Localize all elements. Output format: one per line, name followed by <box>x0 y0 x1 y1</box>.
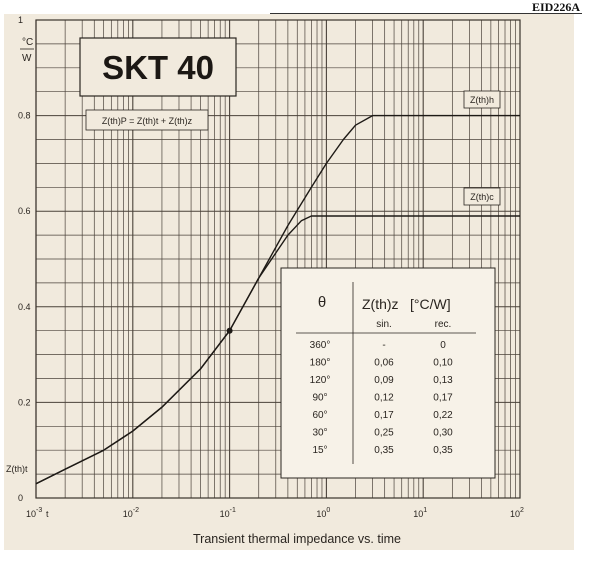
table-box <box>280 267 496 479</box>
x-tick-label: 102 <box>510 507 524 519</box>
y-tick-label: 0 <box>18 493 23 503</box>
y-tick-label: 0.8 <box>18 111 31 121</box>
table-cell-rec: 0,35 <box>433 445 453 456</box>
formula-text: Z(th)P = Z(th)t + Z(th)z <box>102 116 193 126</box>
table-cell-rec: 0,22 <box>433 410 453 421</box>
document-id: EID226A <box>531 0 580 14</box>
table-cell-sin: 0,12 <box>374 393 394 404</box>
x-tick-label: 101 <box>413 507 427 519</box>
table-cell-theta: 90° <box>312 393 327 404</box>
table-cell-sin: 0,25 <box>374 428 394 439</box>
header-rule <box>270 13 582 14</box>
table-cell-theta: 120° <box>310 375 331 386</box>
series-label-box-c <box>463 187 501 206</box>
formula-box <box>85 109 209 131</box>
curve-marker-point <box>226 327 233 334</box>
title-box <box>79 37 237 97</box>
table-cell-theta: 60° <box>312 410 327 421</box>
table-cell-theta: 30° <box>312 428 327 439</box>
table-cell-rec: 0,17 <box>433 393 453 404</box>
table-header-zthz: Z(th)z <box>362 296 399 312</box>
table-subheader-sin: sin. <box>376 319 392 330</box>
table-cell-sin: 0,06 <box>374 358 394 369</box>
table-cell-sin: - <box>382 340 385 351</box>
x-axis-t-label: t <box>46 509 49 519</box>
y-axis-curve-label: Z(th)t <box>6 464 28 474</box>
y-tick-labels: 1 0.8 0.6 0.4 0.2 0 <box>18 15 31 503</box>
table-rows: 360° - 0 180° 0,06 0,10 120° 0,09 0,13 90° 0,12 0,1… <box>310 340 454 456</box>
y-tick-label: 0.4 <box>18 302 31 312</box>
x-tick-label: 100 <box>316 507 330 519</box>
y-unit-bottom: W <box>22 53 32 64</box>
zthz-table: θ Z(th)z [°C/W] sin. rec. 360° - 0 180° 0,06… <box>280 267 496 479</box>
x-tick-labels: 10-3 10-2 10-1 100 101 102 <box>26 507 524 519</box>
table-cell-sin: 0,17 <box>374 410 394 421</box>
series-label-zthc: Z(th)c <box>470 192 494 202</box>
chart-title: SKT 40 <box>102 49 214 86</box>
table-cell-theta: 15° <box>312 445 327 456</box>
table-cell-sin: 0,35 <box>374 445 394 456</box>
y-tick-label: 1 <box>18 15 23 25</box>
x-tick-label: 10-2 <box>123 507 139 519</box>
table-cell-sin: 0,09 <box>374 375 394 386</box>
y-unit-top: °C <box>22 37 33 48</box>
curves <box>35 114 520 485</box>
table-subheader-rec: rec. <box>435 319 452 330</box>
y-tick-label: 0.6 <box>18 206 31 216</box>
x-axis-title: Transient thermal impedance vs. time <box>193 532 401 546</box>
x-tick-label: 10-1 <box>220 507 236 519</box>
table-header-unit: [°C/W] <box>410 296 451 312</box>
series-label-box-h <box>463 90 501 109</box>
table-cell-rec: 0 <box>440 340 446 351</box>
table-cell-theta: 180° <box>310 358 331 369</box>
table-cell-rec: 0,13 <box>433 375 453 386</box>
x-tick-label: 10-3 <box>26 507 42 519</box>
plot-frame <box>35 19 521 499</box>
table-cell-rec: 0,30 <box>433 428 453 439</box>
table-header-theta: θ <box>318 294 326 311</box>
y-tick-label: 0.2 <box>18 397 31 407</box>
table-cell-theta: 360° <box>310 340 331 351</box>
table-cell-rec: 0,10 <box>433 358 453 369</box>
series-label-zthh: Z(th)h <box>470 95 494 105</box>
